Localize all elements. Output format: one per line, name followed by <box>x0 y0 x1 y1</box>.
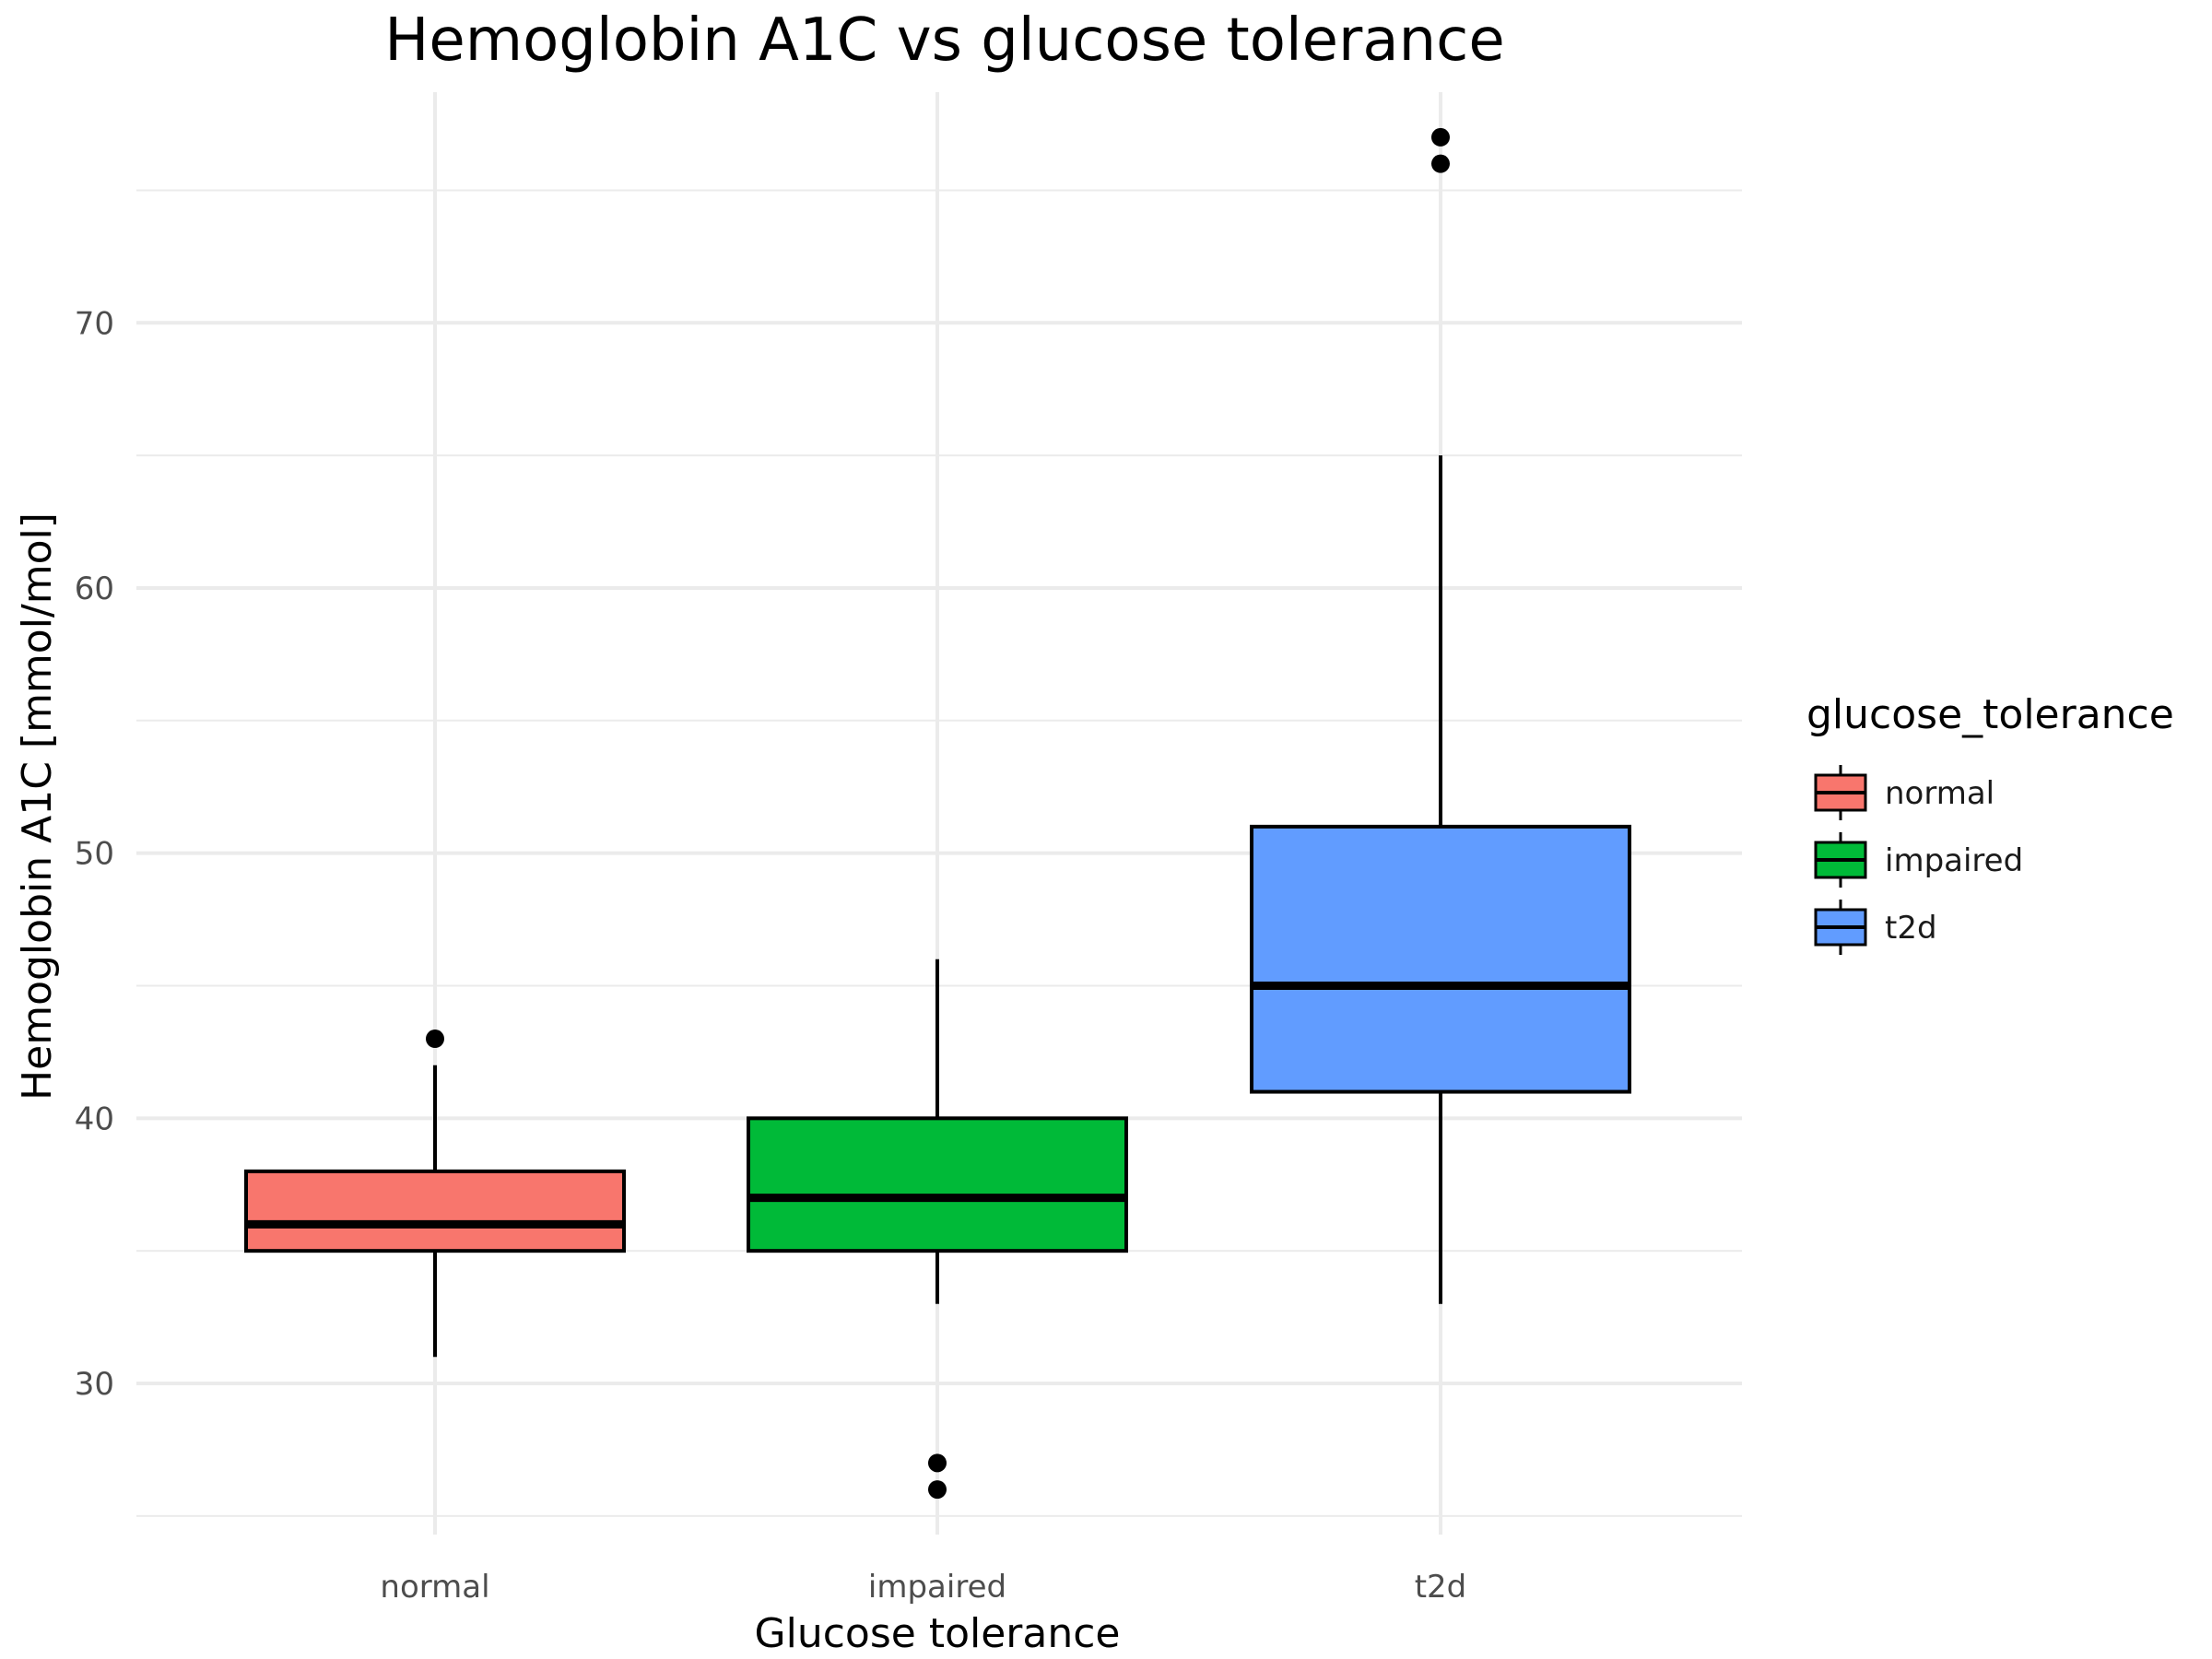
y-tick-label: 50 <box>75 836 114 873</box>
y-tick-label: 40 <box>75 1100 114 1137</box>
x-axis-title: Glucose tolerance <box>755 1610 1121 1657</box>
y-axis-ticks: 30 40 50 60 70 <box>75 305 114 1403</box>
legend-item-t2d: t2d <box>1814 900 1937 955</box>
outlier-point <box>1431 127 1450 147</box>
legend: glucose_tolerance normal impaired t2d <box>1806 691 2174 955</box>
box-plots <box>244 127 1631 1500</box>
outlier-point <box>928 1453 947 1473</box>
box-iqr <box>1250 824 1631 1094</box>
x-axis-ticks: normal impaired t2d <box>380 1569 1466 1606</box>
legend-label: normal <box>1885 775 1994 812</box>
outlier-point <box>426 1030 444 1049</box>
legend-label: impaired <box>1885 842 2023 879</box>
box-t2d <box>1250 127 1631 1304</box>
y-tick-label: 70 <box>75 305 114 342</box>
y-tick-label: 60 <box>75 571 114 607</box>
legend-label: t2d <box>1885 910 1937 947</box>
x-tick-label: normal <box>380 1569 489 1606</box>
y-axis-title: Hemoglobin A1C [mmol/mol] <box>14 512 61 1100</box>
box-impaired <box>747 959 1128 1500</box>
legend-item-impaired: impaired <box>1814 832 2023 888</box>
chart-title: Hemoglobin A1C vs glucose tolerance <box>384 6 1504 75</box>
outlier-point <box>928 1480 947 1500</box>
box-iqr <box>747 1116 1128 1253</box>
x-tick-label: impaired <box>868 1569 1006 1606</box>
box-normal <box>244 1030 626 1358</box>
x-tick-label: t2d <box>1415 1569 1467 1606</box>
legend-title: glucose_tolerance <box>1806 691 2174 738</box>
y-tick-label: 30 <box>75 1366 114 1403</box>
outlier-point <box>1431 154 1450 173</box>
legend-item-normal: normal <box>1814 765 1994 820</box>
box-iqr <box>244 1169 626 1253</box>
